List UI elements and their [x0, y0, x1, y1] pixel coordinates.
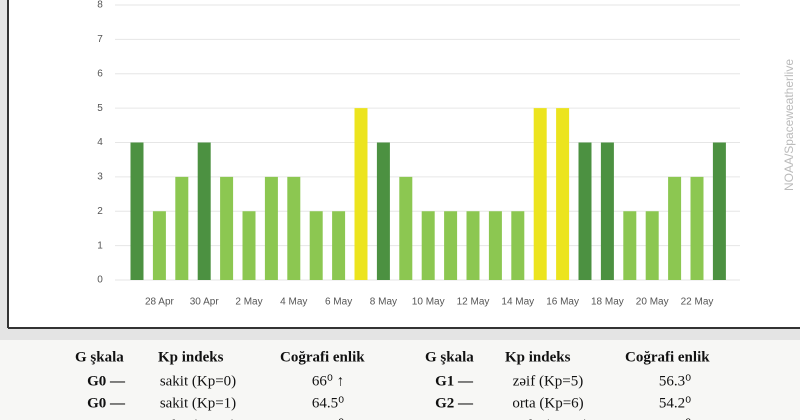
y-tick-label: 5 [97, 103, 103, 114]
x-tick-label: 12 May [457, 297, 490, 308]
x-tick-label: 30 Apr [190, 297, 220, 308]
bar [354, 108, 368, 280]
table-cell: 66⁰ ↑ [312, 373, 344, 389]
x-tick-label: 10 May [412, 297, 445, 308]
x-tick-label: 20 May [636, 297, 669, 308]
watermark: NOAA/Spaceweatherlive [782, 59, 796, 191]
table-cell: zəif (Kp=5) [513, 373, 584, 389]
table-header: G şkala [75, 349, 124, 365]
x-tick-label: 4 May [280, 297, 307, 308]
x-tick-label: 6 May [325, 297, 352, 308]
bar [668, 176, 682, 280]
x-tick-label: 16 May [546, 297, 579, 308]
x-tick-label: 2 May [235, 297, 262, 308]
table-header: Coğrafi enlik [280, 349, 365, 365]
table-cell: G1 — [435, 373, 474, 389]
bar [264, 176, 278, 280]
bar [488, 211, 502, 280]
bar [600, 142, 614, 280]
bar [220, 176, 234, 280]
bar [152, 211, 166, 280]
table-cell: güclü (Kp=7) [507, 417, 588, 420]
x-tick-label: 14 May [501, 297, 534, 308]
bar [242, 211, 256, 280]
bar [332, 211, 346, 280]
table-cell: 52.2⁰ [659, 417, 691, 420]
bar [130, 142, 144, 280]
bar [533, 108, 547, 280]
y-tick-label: 8 [97, 0, 103, 11]
table-cell: G0 — [87, 395, 126, 411]
y-tick-label: 7 [97, 34, 103, 45]
table-cell: 56.3⁰ [659, 373, 691, 389]
table-cell: sakit (Kp=2) [160, 417, 236, 420]
table-cell: G0 — [87, 417, 126, 420]
x-tick-label: 28 Apr [145, 297, 175, 308]
table-cell: sakit (Kp=0) [160, 373, 236, 389]
table-cell: G2 — [435, 395, 474, 411]
bar [175, 176, 189, 280]
bar [399, 176, 413, 280]
y-tick-label: 1 [97, 240, 103, 251]
bar [690, 176, 704, 280]
bar [466, 211, 480, 280]
bar [511, 211, 525, 280]
bar [645, 211, 659, 280]
bar [712, 142, 726, 280]
table-cell: 64.5⁰ [312, 395, 344, 411]
bar [444, 211, 458, 280]
bar [197, 142, 211, 280]
table-panel [0, 340, 800, 420]
y-tick-label: 2 [97, 206, 103, 217]
bar [287, 176, 301, 280]
x-tick-label: 8 May [370, 297, 397, 308]
table-cell: orta (Kp=6) [512, 395, 583, 411]
table-header: G şkala [425, 349, 474, 365]
table-cell: sakit (Kp=1) [160, 395, 236, 411]
table-header: Kp indeks [505, 349, 571, 365]
x-tick-label: 22 May [681, 297, 714, 308]
table-cell: G0 — [87, 373, 126, 389]
table-cell: 62.4⁰ [312, 417, 344, 420]
table-header: Kp indeks [158, 349, 224, 365]
y-tick-label: 6 [97, 68, 103, 79]
bar [376, 142, 390, 280]
bar [623, 211, 637, 280]
bar [421, 211, 435, 280]
bar [309, 211, 323, 280]
x-tick-label: 18 May [591, 297, 624, 308]
table-cell: G3 — [435, 417, 474, 420]
bar [578, 142, 592, 280]
y-tick-label: 4 [97, 137, 103, 148]
table-cell: 54.2⁰ [659, 395, 691, 411]
y-tick-label: 0 [97, 275, 103, 286]
y-tick-label: 3 [97, 172, 103, 183]
table-header: Coğrafi enlik [625, 349, 710, 365]
bar [556, 108, 570, 280]
